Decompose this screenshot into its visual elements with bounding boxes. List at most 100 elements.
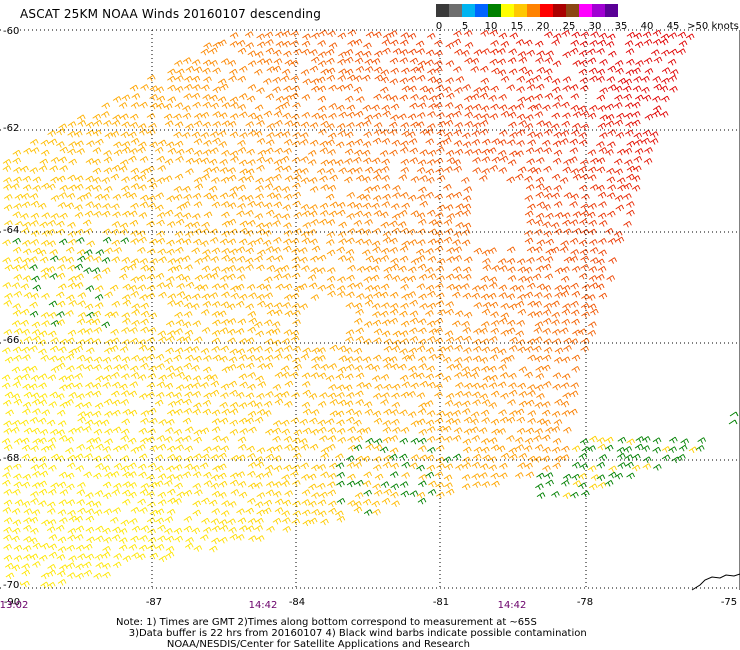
wind-barb bbox=[562, 392, 572, 399]
wind-barb bbox=[498, 409, 507, 416]
wind-barb bbox=[175, 218, 185, 226]
wind-barb bbox=[164, 282, 174, 290]
wind-barb bbox=[56, 319, 65, 326]
wind-barb bbox=[93, 356, 103, 364]
wind-barb bbox=[336, 104, 345, 112]
wind-barb bbox=[443, 474, 453, 482]
wind-barb bbox=[67, 572, 76, 579]
wind-barb bbox=[93, 119, 103, 127]
wind-barb bbox=[29, 537, 38, 545]
wind-barb bbox=[265, 93, 275, 100]
wind-barb bbox=[84, 303, 94, 311]
wind-barb bbox=[426, 410, 436, 417]
wind-barb bbox=[262, 239, 272, 247]
wind-barb bbox=[95, 562, 105, 569]
wind-barb bbox=[48, 464, 57, 472]
wind-barb bbox=[139, 101, 148, 109]
wind-barb bbox=[257, 149, 267, 157]
wind-barb bbox=[47, 437, 57, 444]
wind-barb bbox=[425, 267, 434, 274]
wind-barb bbox=[118, 544, 128, 552]
wind-barb bbox=[523, 445, 533, 452]
wind-barb bbox=[353, 347, 363, 355]
wind-barb bbox=[318, 29, 328, 37]
wind-barb bbox=[589, 40, 599, 47]
scale-label: 25 bbox=[562, 21, 576, 32]
wind-barb bbox=[524, 237, 534, 245]
wind-barb bbox=[67, 282, 77, 290]
wind-barb bbox=[599, 59, 608, 66]
wind-barb bbox=[122, 408, 132, 416]
wind-barb bbox=[597, 122, 607, 130]
wind-barb bbox=[586, 211, 596, 219]
wind-barb bbox=[211, 345, 220, 353]
wind-barb bbox=[182, 185, 191, 193]
wind-barb bbox=[327, 481, 336, 488]
wind-barb bbox=[319, 491, 328, 499]
wind-barb bbox=[444, 436, 453, 443]
wind-barb bbox=[103, 508, 113, 516]
wind-barb bbox=[543, 165, 552, 173]
wind-barb bbox=[57, 420, 67, 427]
wind-barb bbox=[435, 482, 445, 489]
wind-barb bbox=[617, 184, 626, 192]
wind-barb bbox=[416, 491, 426, 499]
wind-barb bbox=[139, 535, 148, 542]
wind-barb bbox=[163, 175, 173, 183]
wind-barb bbox=[634, 148, 644, 155]
wind-barb bbox=[446, 256, 455, 263]
wind-barb bbox=[508, 382, 517, 389]
wind-barb bbox=[471, 461, 481, 469]
scale-label: >50 knots bbox=[687, 21, 739, 32]
wind-barb bbox=[55, 291, 65, 299]
wind-barb bbox=[490, 346, 500, 354]
wind-barb bbox=[371, 284, 381, 292]
wind-barb bbox=[362, 228, 372, 236]
wind-barb bbox=[534, 93, 543, 101]
wind-barb bbox=[247, 482, 257, 490]
wind-barb bbox=[302, 427, 312, 435]
wind-barb bbox=[381, 104, 391, 112]
wind-barb bbox=[104, 347, 113, 355]
wind-barb bbox=[399, 255, 409, 263]
wind-barb bbox=[230, 489, 240, 496]
wind-barb bbox=[401, 354, 411, 362]
wind-barb bbox=[109, 516, 119, 524]
wind-barb bbox=[68, 238, 77, 246]
wind-barb bbox=[329, 344, 339, 352]
wind-barb bbox=[58, 499, 68, 506]
wind-barb bbox=[570, 282, 579, 290]
wind-barb bbox=[201, 173, 210, 181]
wind-barb bbox=[506, 327, 516, 335]
wind-barb bbox=[553, 185, 563, 192]
wind-barb bbox=[353, 444, 363, 451]
wind-barb bbox=[167, 293, 177, 300]
wind-barb bbox=[155, 86, 165, 93]
wind-barb bbox=[23, 292, 33, 299]
wind-barb bbox=[74, 382, 83, 390]
wind-barb bbox=[163, 113, 173, 121]
wind-barb bbox=[102, 228, 112, 236]
wind-barb bbox=[443, 219, 453, 226]
wind-barb bbox=[552, 438, 562, 445]
wind-barb bbox=[74, 175, 84, 183]
wind-barb bbox=[209, 272, 219, 280]
wind-barb bbox=[590, 308, 599, 316]
wind-barb bbox=[193, 138, 203, 145]
wind-barb bbox=[167, 300, 176, 307]
wind-barb bbox=[507, 139, 516, 146]
wind-barb bbox=[2, 479, 11, 487]
wind-barb bbox=[85, 184, 95, 192]
wind-barb bbox=[29, 310, 39, 318]
wind-barb bbox=[446, 92, 455, 100]
wind-barb bbox=[461, 321, 470, 328]
wind-barb bbox=[490, 418, 500, 426]
wind-barb bbox=[642, 31, 652, 38]
wind-barb bbox=[255, 185, 264, 192]
wind-barb bbox=[74, 204, 83, 211]
wind-barb bbox=[383, 408, 392, 416]
wind-barb bbox=[373, 168, 382, 176]
wind-barb bbox=[156, 363, 165, 370]
wind-barb bbox=[590, 31, 599, 38]
wind-barb bbox=[589, 435, 598, 443]
